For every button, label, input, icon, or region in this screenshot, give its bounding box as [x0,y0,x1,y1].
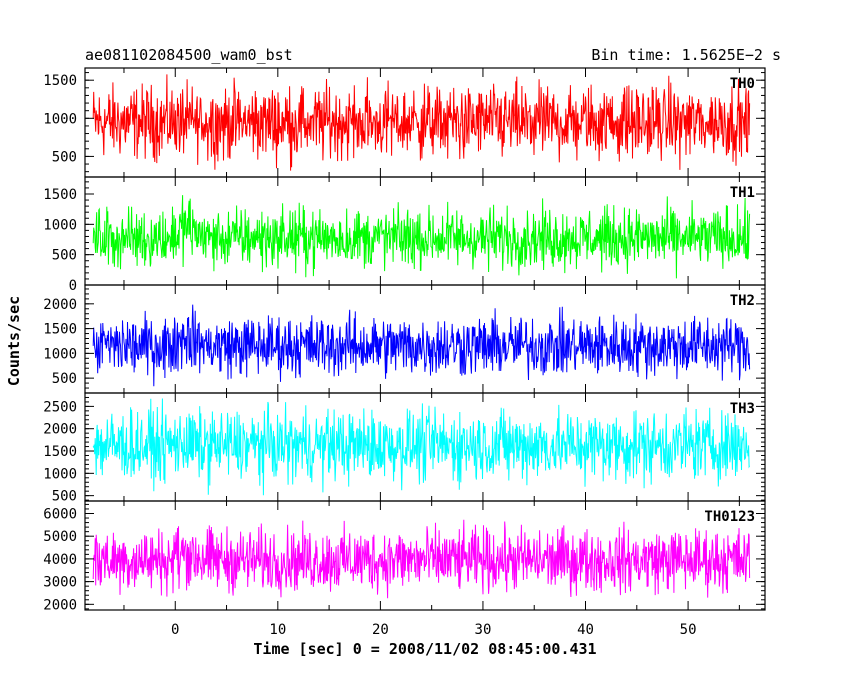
y-tick-label-th3: 500 [52,489,77,505]
y-tick-label-th1: 500 [52,248,77,264]
y-tick-label-th2: 500 [52,371,77,387]
y-tick-label-th3: 2000 [43,422,77,438]
series-line-th3 [92,398,751,496]
panel-th0: 500 1000 1500 TH0 [43,67,766,178]
series-line-th1 [92,195,751,279]
x-axis-title: Time [sec] 0 = 2008/11/02 08:45:00.431 [253,640,596,658]
panel-frame-th0123 [84,500,766,611]
series-label-th0123: TH0123 [704,509,755,525]
series-label-th3: TH3 [730,401,755,417]
x-tick-label: 30 [475,622,492,638]
panel-th3: 500 1000 1500 2000 2500 TH3 [43,392,766,505]
x-tick-label: 20 [372,622,389,638]
x-tick-label: 0 [171,622,179,638]
panel-th1: 0 500 1000 1500 TH1 [43,176,766,294]
series-line-th0123 [92,519,751,599]
y-tick-label-th2: 2000 [43,297,77,313]
y-tick-label-th3: 2500 [43,399,77,415]
y-tick-label-th1: 1000 [43,217,77,233]
bin-time-label: Bin time: 1.5625E−2 s [591,46,781,64]
x-tick-label: 40 [577,622,594,638]
series-line-th2 [92,304,751,387]
y-axis-title: Counts/sec [5,296,23,386]
y-tick-label-th0: 1000 [43,111,77,127]
series-label-th0: TH0 [730,76,755,92]
y-tick-label-th0123: 3000 [43,575,77,591]
y-tick-label-th0123: 5000 [43,529,77,545]
y-tick-label-th0123: 4000 [43,552,77,568]
y-tick-label-th0: 1500 [43,73,77,89]
series-label-th1: TH1 [730,185,755,201]
y-tick-label-th0: 500 [52,149,77,165]
figure-title: ae081102084500_wam0_bst [85,46,293,64]
series-label-th2: TH2 [730,293,755,309]
y-tick-label-th3: 1000 [43,466,77,482]
x-tick-label: 50 [680,622,697,638]
panel-th0123: 2000 3000 4000 5000 6000 TH0123 [43,500,766,613]
y-tick-label-th1: 1500 [43,187,77,203]
y-tick-label-th3: 1500 [43,444,77,460]
y-tick-label-th0123: 6000 [43,506,77,522]
y-tick-label-th2: 1500 [43,322,77,338]
y-tick-label-th1: 0 [69,278,77,294]
series-line-th0 [92,74,751,171]
y-tick-label-th0123: 2000 [43,597,77,613]
y-tick-label-th2: 1000 [43,346,77,362]
x-tick-label: 10 [269,622,286,638]
panel-th2: 500 1000 1500 2000 TH2 [43,284,766,394]
